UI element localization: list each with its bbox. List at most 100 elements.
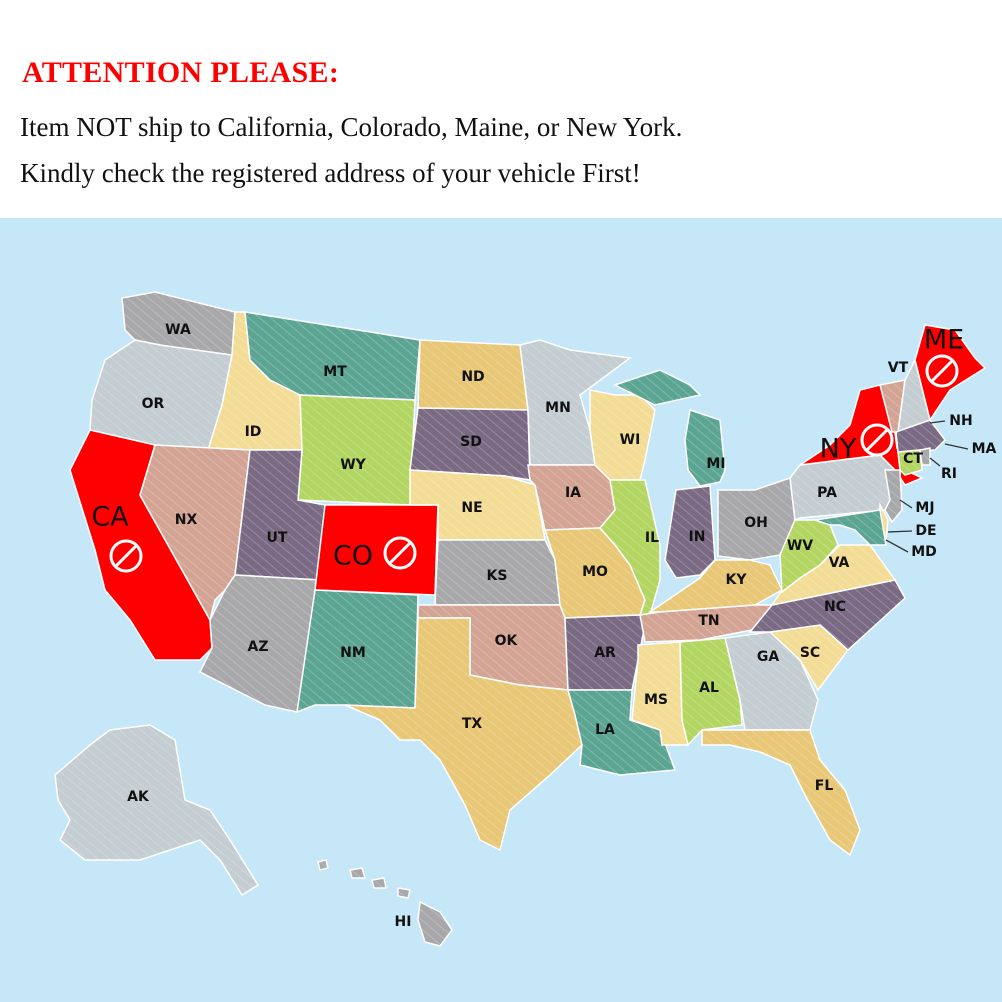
- label-leader-line: [944, 443, 969, 450]
- state-hatch: [568, 690, 675, 775]
- state-hatch: [345, 618, 582, 850]
- label-leader-line: [887, 530, 913, 533]
- state-or: [89, 339, 233, 451]
- state-sc: [768, 624, 850, 692]
- state-wa: [121, 291, 236, 356]
- state-il: [599, 479, 661, 616]
- state-nj: [884, 469, 903, 524]
- state-hatch: [685, 410, 725, 486]
- state-hatch: [245, 312, 420, 400]
- state-label-al: AL: [699, 680, 719, 696]
- state-ks: [434, 539, 561, 606]
- state-ct: [897, 449, 923, 476]
- state-label-ut: UT: [267, 530, 288, 546]
- state-label-la: LA: [595, 722, 615, 738]
- state-hatch: [725, 632, 818, 730]
- state-sd: [409, 407, 531, 481]
- state-label-ar: AR: [594, 645, 616, 661]
- state-hatch: [615, 370, 700, 405]
- address-check-text: Kindly check the registered address of y…: [20, 158, 641, 188]
- state-hatch: [780, 520, 838, 592]
- us-map: WA OR CA ID NX MT WY UT AZ CO NM ND SD NE KS OK TX MN IA MO…: [0, 218, 1002, 1002]
- state-ri: [919, 447, 931, 466]
- state-nd: [417, 339, 529, 411]
- state-me: [914, 324, 987, 422]
- state-hatch: [55, 725, 258, 895]
- state-label-sc: SC: [800, 645, 820, 661]
- state-hatch: [898, 450, 922, 475]
- state-label-or: OR: [142, 396, 165, 412]
- state-hatch: [632, 642, 688, 745]
- state-label-wa: WA: [165, 322, 191, 338]
- state-wi: [589, 389, 656, 481]
- state-hatch: [702, 730, 860, 855]
- notice-header: ATTENTION PLEASE: Item NOT ship to Calif…: [0, 0, 1002, 218]
- state-hatch: [410, 408, 530, 480]
- state-ga: [724, 631, 819, 731]
- state-nm: [296, 589, 419, 714]
- state-hatch: [200, 575, 320, 712]
- state-label-me: ME: [924, 325, 964, 356]
- state-label-md: MD: [911, 544, 937, 560]
- state-hatch: [790, 455, 895, 520]
- state-la: [567, 689, 677, 776]
- state-hatch: [772, 545, 895, 605]
- state-hatch: [297, 590, 418, 712]
- state-label-nd: ND: [461, 369, 484, 385]
- state-label-mi: MI: [706, 456, 725, 472]
- state-label-nh: NH: [949, 413, 972, 429]
- state-label-ne: NE: [461, 500, 482, 516]
- state-hatch: [885, 470, 902, 522]
- state-in: [664, 485, 716, 579]
- state-hatch: [680, 638, 742, 745]
- state-hatch: [398, 888, 410, 898]
- state-hatch: [418, 902, 452, 946]
- state-hatch: [896, 420, 945, 452]
- state-md: [814, 509, 887, 546]
- state-label-de: DE: [915, 523, 936, 539]
- state-hatch: [418, 340, 528, 410]
- attention-title: ATTENTION PLEASE:: [22, 56, 340, 89]
- state-nh: [897, 357, 931, 434]
- state-hatch: [318, 860, 328, 870]
- state-ak: [54, 724, 260, 897]
- state-hatch: [665, 486, 715, 578]
- state-label-ia: IA: [565, 485, 581, 501]
- state-label-mo: MO: [582, 564, 608, 580]
- state-label-vt: VT: [888, 360, 909, 376]
- state-label-wi: WI: [620, 432, 641, 448]
- state-label-nm: NM: [340, 645, 366, 661]
- label-leader-line: [929, 457, 941, 467]
- state-label-il: IL: [645, 530, 659, 546]
- state-label-pa: PA: [817, 485, 837, 501]
- state-hatch: [528, 465, 615, 530]
- state-tx: [344, 617, 583, 852]
- state-hatch: [90, 340, 232, 450]
- state-hatch: [590, 390, 655, 480]
- state-hatch: [650, 560, 782, 612]
- prohibited-icon: [925, 354, 959, 388]
- state-vt: [879, 379, 906, 433]
- state-oh: [717, 476, 796, 561]
- state-az: [198, 574, 321, 713]
- state-label-fl: FL: [815, 778, 834, 794]
- us-map-svg: WA OR CA ID NX MT WY UT AZ CO NM ND SD NE KS OK TX MN IA MO…: [54, 291, 997, 947]
- prohibited-icon: [109, 539, 143, 573]
- state-label-oh: OH: [744, 515, 768, 531]
- state-mi: [613, 369, 726, 487]
- state-label-ma: MA: [972, 441, 997, 457]
- label-leader-line: [899, 499, 913, 509]
- shipping-restriction-text: Item NOT ship to California, Colorado, M…: [20, 112, 683, 142]
- state-hi: [317, 859, 453, 947]
- state-label-tn: TN: [698, 613, 719, 629]
- state-hatch: [350, 868, 365, 878]
- state-label-ak: AK: [127, 789, 150, 805]
- state-label-co: CO: [333, 541, 373, 572]
- state-label-ca: CA: [91, 502, 129, 533]
- state-ms: [631, 641, 689, 746]
- prohibited-icon: [383, 536, 417, 570]
- state-hatch: [718, 478, 795, 560]
- state-label-wv: WV: [787, 538, 813, 554]
- state-hatch: [520, 340, 630, 465]
- prohibited-icon: [860, 423, 894, 457]
